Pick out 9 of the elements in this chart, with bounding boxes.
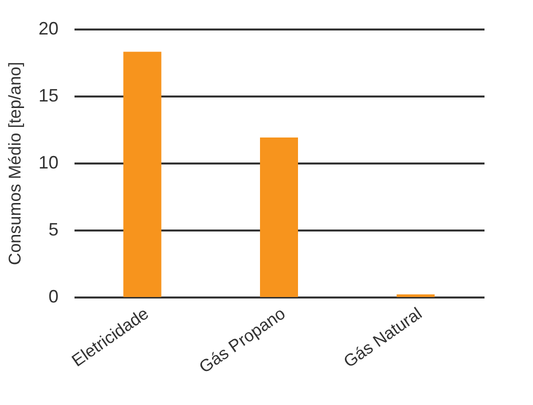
y-tick-label: 20 — [38, 18, 58, 38]
y-tick-label: 5 — [48, 220, 58, 240]
bar — [396, 294, 435, 297]
y-tick-label: 15 — [38, 86, 58, 106]
y-axis-title: Consumos Médio [tep/ano] — [5, 62, 24, 266]
bar — [260, 138, 298, 297]
y-tick-label: 10 — [38, 152, 58, 172]
y-tick-label: 0 — [48, 286, 58, 306]
bar — [123, 52, 162, 297]
